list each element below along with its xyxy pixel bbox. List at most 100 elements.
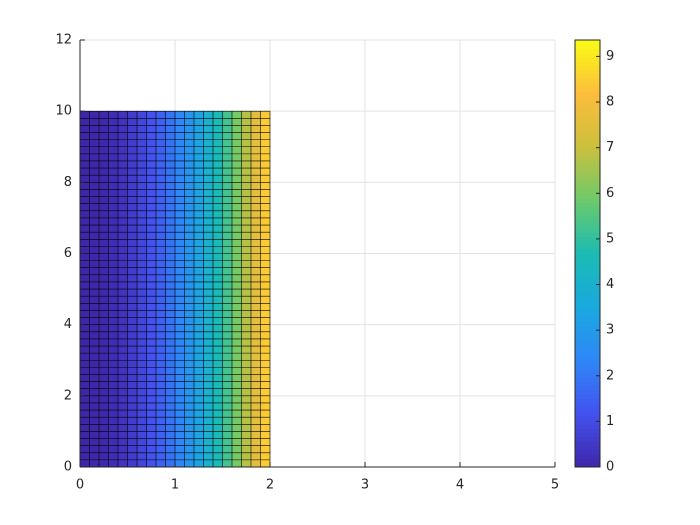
colorbar-segment <box>575 104 600 109</box>
colorbar-segment <box>575 428 600 434</box>
colorbar-segment <box>575 304 600 310</box>
colorbar-segment <box>575 125 600 131</box>
colorbar-segment <box>575 236 600 242</box>
colorbar-segment <box>575 146 600 152</box>
colorbar-tick-label: 4 <box>606 277 614 292</box>
colorbar-segment <box>575 121 600 126</box>
colorbar-segment <box>575 86 600 92</box>
colorbar-segment <box>575 385 600 391</box>
colorbar-segment <box>575 420 600 425</box>
x-tick-label: 2 <box>266 478 274 493</box>
colorbar-tick-label: 1 <box>606 414 614 429</box>
colorbar-segment <box>575 257 600 263</box>
colorbar-segment <box>575 44 600 50</box>
colorbar-segment <box>575 168 600 173</box>
colorbar-segment <box>575 249 600 254</box>
colorbar-segment <box>575 441 600 447</box>
y-tick-label: 2 <box>64 388 72 403</box>
colorbar-segment <box>575 52 600 58</box>
colorbar-segment <box>575 133 600 139</box>
colorbar-segment <box>575 244 600 250</box>
colorbar-segment <box>575 279 600 284</box>
colorbar-tick-label: 3 <box>606 323 614 338</box>
colorbar-segment <box>575 355 600 361</box>
colorbar-segment <box>575 240 600 246</box>
colorbar-segment <box>575 57 600 62</box>
colorbar-segment <box>575 189 600 195</box>
colorbar-segment <box>575 462 600 468</box>
colorbar-segment <box>575 334 600 340</box>
colorbar-segment <box>575 48 600 54</box>
colorbar-segment <box>575 197 600 203</box>
colorbar-segment <box>575 402 600 408</box>
colorbar-segment <box>575 394 600 400</box>
colorbar-segment <box>575 151 600 156</box>
colorbar-segment <box>575 99 600 105</box>
colorbar-segment <box>575 291 600 297</box>
colorbar-segment <box>575 360 600 366</box>
colorbar-segment <box>575 223 600 229</box>
colorbar-segment <box>575 129 600 135</box>
colorbar-segment <box>575 163 600 169</box>
colorbar-segment <box>575 274 600 280</box>
y-tick-label: 12 <box>55 33 72 48</box>
colorbar-segment <box>575 108 600 114</box>
colorbar-segment <box>575 424 600 430</box>
colorbar-segment <box>575 219 600 225</box>
colorbar-segment <box>575 347 600 353</box>
colorbar-segment <box>575 266 600 272</box>
colorbar-segment <box>575 270 600 276</box>
colorbar-segment <box>575 326 600 331</box>
colorbar-segment <box>575 202 600 208</box>
colorbar-segment <box>575 415 600 421</box>
colorbar-tick-label: 2 <box>606 368 614 383</box>
colorbar-segment <box>575 172 600 178</box>
colorbar-segment <box>575 317 600 323</box>
colorbar-segment <box>575 69 600 75</box>
colorbar-segment <box>575 180 600 186</box>
y-tick-label: 0 <box>64 460 72 475</box>
colorbar-segment <box>575 95 600 101</box>
y-tick-label: 6 <box>64 246 72 261</box>
x-tick-label: 0 <box>76 478 84 493</box>
colorbar-segment <box>575 142 600 148</box>
colorbar-tick-label: 8 <box>606 95 614 110</box>
colorbar-segment <box>575 368 600 374</box>
colorbar-segment <box>575 210 600 216</box>
colorbar-tick-label: 6 <box>606 186 614 201</box>
colorbar-tick-label: 5 <box>606 231 614 246</box>
colorbar-segment <box>575 309 600 314</box>
colorbar-segment <box>575 253 600 259</box>
colorbar-segment <box>575 296 600 301</box>
colorbar-segment <box>575 287 600 293</box>
colorbar-segment <box>575 74 600 79</box>
colorbar-segment <box>575 283 600 289</box>
colorbar-segment <box>575 78 600 84</box>
colorbar-segment <box>575 91 600 97</box>
colorbar-segment <box>575 82 600 88</box>
colorbar-tick-label: 9 <box>606 49 614 64</box>
colorbar-segment <box>575 112 600 118</box>
colorbar-segment <box>575 321 600 327</box>
colorbar-segment <box>575 313 600 319</box>
colorbar-segment <box>575 458 600 464</box>
colorbar-segment <box>575 437 600 442</box>
colorbar-segment <box>575 185 600 190</box>
colorbar-segment <box>575 206 600 212</box>
colorbar-segment <box>575 300 600 306</box>
colorbar-segment <box>575 155 600 161</box>
colorbar-segment <box>575 432 600 438</box>
colorbar-segment <box>575 61 600 67</box>
colorbar-segment <box>575 215 600 220</box>
colorbar-segment <box>575 454 600 459</box>
colorbar-segment <box>575 377 600 383</box>
y-tick-label: 10 <box>55 104 72 119</box>
colorbar-segment <box>575 343 600 348</box>
y-tick-label: 4 <box>64 317 72 332</box>
colorbar-segment <box>575 176 600 182</box>
colorbar-segment <box>575 65 600 71</box>
colorbar-segment <box>575 116 600 122</box>
colorbar-tick-label: 7 <box>606 140 614 155</box>
colorbar-segment <box>575 390 600 395</box>
